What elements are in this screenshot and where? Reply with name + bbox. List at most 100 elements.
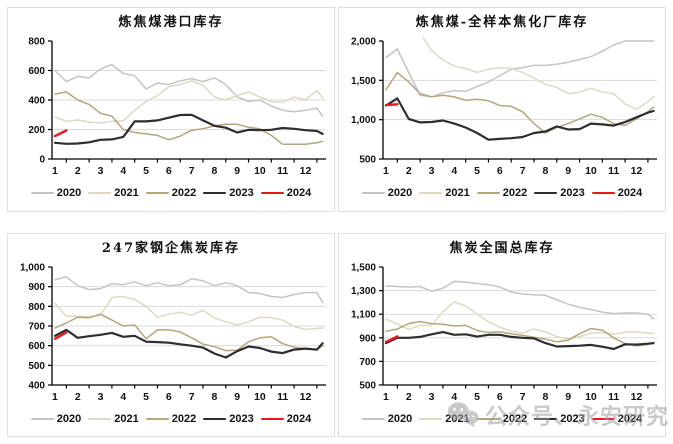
chart-legend: 2020 2021 2022 2023 2024 xyxy=(339,181,665,205)
legend-label: 2024 xyxy=(286,187,312,199)
series-line-2022 xyxy=(54,91,324,146)
legend-label: 2024 xyxy=(617,187,643,199)
y-tick-label: 500 xyxy=(359,380,376,391)
series-line-2024 xyxy=(53,129,68,138)
y-tick-label: 1,100 xyxy=(351,309,376,320)
y-tick-label: 600 xyxy=(28,341,45,352)
series-line-2023 xyxy=(53,328,324,359)
y-tick-label: 1,000 xyxy=(20,262,45,273)
y-tick-label: 800 xyxy=(28,301,45,312)
x-tick-label: 12 xyxy=(300,165,312,177)
x-tick-label: 2 xyxy=(75,165,81,177)
x-tick-label: 12 xyxy=(631,391,643,403)
x-tick-label: 8 xyxy=(211,391,217,403)
x-tick-label: 11 xyxy=(608,165,619,177)
legend-line-swatch xyxy=(419,417,443,420)
legend-label: 2023 xyxy=(560,412,585,425)
legend-item-2024: 2024 xyxy=(591,187,643,199)
legend-label: 2024 xyxy=(286,412,312,425)
legend-label: 2021 xyxy=(114,187,139,199)
series-line-2021 xyxy=(54,80,324,124)
y-tick-label: 1,300 xyxy=(351,286,376,297)
series-line-2024 xyxy=(53,330,68,340)
x-tick-label: 3 xyxy=(429,165,435,177)
x-tick-label: 2 xyxy=(406,165,412,177)
x-tick-label: 5 xyxy=(143,165,149,177)
chart-panel-coking-coal-port-inventory: 炼焦煤港口库存 800 600 400 200 0 1 2 3 4 5 6 7 8 9 10 11 12 202… xyxy=(7,7,335,212)
x-tick-label: 11 xyxy=(277,391,288,403)
series-line-2020 xyxy=(385,280,655,319)
legend-label: 2020 xyxy=(56,187,82,199)
x-tick-label: 3 xyxy=(98,391,104,403)
x-tick-label: 12 xyxy=(631,165,643,177)
x-tick-label: 10 xyxy=(585,391,597,403)
y-tick-label: 200 xyxy=(28,125,45,136)
x-tick-label: 8 xyxy=(542,391,548,403)
legend-line-swatch xyxy=(361,192,385,194)
x-tick-label: 4 xyxy=(120,391,126,403)
y-tick-label: 400 xyxy=(28,380,45,391)
y-tick-label: 900 xyxy=(359,333,376,344)
x-tick-label: 4 xyxy=(451,165,457,177)
y-tick-label: 400 xyxy=(28,96,45,107)
legend-label: 2022 xyxy=(171,187,197,199)
x-tick-label: 5 xyxy=(474,165,480,177)
series-line-2020 xyxy=(54,275,324,303)
y-tick-label: 1,500 xyxy=(351,76,376,87)
x-tick-label: 7 xyxy=(520,391,526,403)
legend-label: 2022 xyxy=(502,412,528,425)
series-line-2022 xyxy=(385,320,655,347)
legend-label: 2020 xyxy=(387,187,413,199)
chart-panel-steel-mills-coke-inventory: 247家钢企焦炭库存 1,000 900 800 700 600 500 400 1 2 3 4 5 6… xyxy=(7,232,335,437)
y-tick-label: 2,000 xyxy=(351,37,376,48)
x-tick-label: 10 xyxy=(254,391,266,403)
legend-line-swatch xyxy=(476,192,500,194)
series-line-2024 xyxy=(384,103,399,107)
x-tick-label: 10 xyxy=(254,165,266,177)
legend-label: 2024 xyxy=(617,412,643,425)
x-tick-label: 7 xyxy=(189,165,195,177)
legend-line-swatch xyxy=(88,192,112,194)
x-tick-label: 10 xyxy=(585,165,597,177)
legend-line-swatch xyxy=(145,417,169,420)
legend-label: 2022 xyxy=(171,412,197,425)
legend-label: 2023 xyxy=(560,187,585,199)
chart-legend: 2020 2021 2022 2023 2024 xyxy=(339,407,665,431)
series-line-2023 xyxy=(384,97,655,141)
chart-legend: 2020 2021 2022 2023 2024 xyxy=(8,407,334,431)
y-tick-label: 500 xyxy=(28,360,45,371)
chart-legend: 2020 2021 2022 2023 2024 xyxy=(8,181,334,205)
x-tick-label: 6 xyxy=(166,165,172,177)
legend-item-2021: 2021 xyxy=(88,187,139,199)
legend-line-swatch xyxy=(88,417,112,420)
chart-panel-coking-coal-plant-inventory: 炼焦煤-全样本焦化厂库存 2,000 1,500 1,000 500 1 2 3 4 5 6 7 8 9… xyxy=(338,7,666,212)
legend-label: 2021 xyxy=(445,187,470,199)
chart-title: 247家钢企焦炭库存 xyxy=(101,240,241,256)
legend-line-swatch xyxy=(591,192,615,194)
x-tick-label: 4 xyxy=(451,391,457,403)
legend-label: 2021 xyxy=(114,412,139,425)
x-tick-label: 9 xyxy=(234,165,240,177)
x-tick-label: 6 xyxy=(497,165,503,177)
legend-label: 2020 xyxy=(56,412,82,425)
chart-panel-coke-national-total-inventory: 焦炭全国总库存 1,500 1,300 1,100 900 700 500 1 2 3 4 5 6 7 8… xyxy=(338,232,666,437)
series-line-2022 xyxy=(54,312,324,351)
y-tick-label: 700 xyxy=(359,356,376,367)
series-line-2023 xyxy=(53,113,324,145)
legend-item-2023: 2023 xyxy=(203,413,254,425)
legend-line-swatch xyxy=(30,192,54,194)
legend-line-swatch xyxy=(534,417,558,420)
series-line-2021 xyxy=(422,37,655,111)
x-tick-label: 9 xyxy=(565,165,571,177)
x-tick-label: 3 xyxy=(429,391,435,403)
x-tick-label: 2 xyxy=(406,391,412,403)
x-tick-label: 9 xyxy=(565,391,571,403)
legend-line-swatch xyxy=(203,417,227,420)
x-tick-label: 6 xyxy=(497,391,503,403)
legend-line-swatch xyxy=(361,417,385,420)
legend-label: 2021 xyxy=(445,412,470,425)
legend-item-2022: 2022 xyxy=(476,187,527,199)
